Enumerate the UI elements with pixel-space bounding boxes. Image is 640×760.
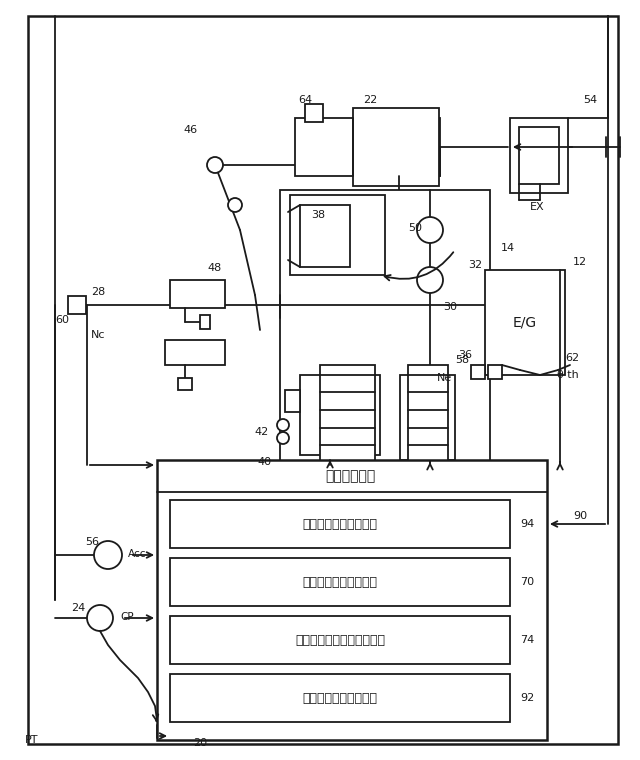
Text: ストローク位置判定部: ストローク位置判定部 bbox=[303, 575, 378, 588]
Text: 12: 12 bbox=[573, 257, 587, 267]
Text: 22: 22 bbox=[363, 95, 377, 105]
Text: PT: PT bbox=[25, 735, 39, 745]
Text: 38: 38 bbox=[311, 210, 325, 220]
Text: E/G: E/G bbox=[513, 316, 537, 330]
Text: ストローク進行方向判定部: ストローク進行方向判定部 bbox=[295, 634, 385, 647]
Bar bbox=[471, 365, 485, 379]
Text: 電子制御装置: 電子制御装置 bbox=[325, 469, 375, 483]
Text: 36: 36 bbox=[458, 350, 472, 360]
Text: 90: 90 bbox=[573, 511, 587, 521]
Text: 70: 70 bbox=[520, 577, 534, 587]
Text: 20: 20 bbox=[193, 738, 207, 748]
Text: 46: 46 bbox=[183, 125, 197, 135]
Bar bbox=[519, 127, 559, 184]
Text: 92: 92 bbox=[520, 693, 534, 703]
Text: Ne: Ne bbox=[437, 373, 452, 383]
Bar bbox=[170, 500, 510, 548]
Text: CP: CP bbox=[120, 612, 134, 622]
Text: EX: EX bbox=[530, 202, 544, 212]
Text: 50: 50 bbox=[408, 223, 422, 233]
Text: 94: 94 bbox=[520, 519, 534, 529]
Text: 56: 56 bbox=[85, 537, 99, 547]
Bar bbox=[488, 365, 502, 379]
Text: 14: 14 bbox=[501, 243, 515, 253]
Bar bbox=[170, 558, 510, 606]
Text: アクチュエータ制御部: アクチュエータ制御部 bbox=[303, 518, 378, 530]
Bar bbox=[170, 674, 510, 722]
Bar bbox=[157, 460, 547, 740]
Bar bbox=[295, 118, 440, 176]
Bar bbox=[285, 390, 300, 412]
Text: 42: 42 bbox=[255, 427, 269, 437]
Text: 58: 58 bbox=[455, 355, 469, 365]
Circle shape bbox=[87, 605, 113, 631]
Bar bbox=[353, 108, 439, 186]
Bar bbox=[485, 270, 565, 375]
Bar bbox=[200, 315, 210, 329]
Text: 48: 48 bbox=[208, 263, 222, 273]
Bar bbox=[408, 365, 448, 470]
Bar bbox=[300, 205, 350, 267]
Text: Acc: Acc bbox=[128, 549, 147, 559]
Bar bbox=[170, 616, 510, 664]
Bar bbox=[510, 118, 568, 193]
Bar bbox=[280, 190, 490, 465]
Bar bbox=[178, 378, 192, 390]
Bar bbox=[300, 375, 380, 455]
Text: 60: 60 bbox=[55, 315, 69, 325]
Bar bbox=[320, 365, 375, 465]
Text: 62: 62 bbox=[565, 353, 579, 363]
Text: 伝達トルク速度判定部: 伝達トルク速度判定部 bbox=[303, 692, 378, 705]
Bar bbox=[68, 296, 86, 314]
Text: 24: 24 bbox=[71, 603, 85, 613]
Circle shape bbox=[94, 541, 122, 569]
Text: 74: 74 bbox=[520, 635, 534, 645]
Text: θ th: θ th bbox=[557, 370, 579, 380]
Circle shape bbox=[417, 217, 443, 243]
Bar bbox=[165, 340, 225, 365]
Text: 28: 28 bbox=[91, 287, 105, 297]
Text: Nc: Nc bbox=[91, 330, 105, 340]
Bar bbox=[290, 195, 385, 275]
Bar bbox=[305, 104, 323, 122]
Bar bbox=[170, 280, 225, 308]
Circle shape bbox=[228, 198, 242, 212]
Circle shape bbox=[207, 157, 223, 173]
Text: 64: 64 bbox=[298, 95, 312, 105]
Text: 30: 30 bbox=[443, 302, 457, 312]
Circle shape bbox=[277, 419, 289, 431]
Bar bbox=[400, 375, 455, 460]
Circle shape bbox=[417, 267, 443, 293]
Circle shape bbox=[277, 432, 289, 444]
Text: 54: 54 bbox=[583, 95, 597, 105]
Text: 40: 40 bbox=[258, 457, 272, 467]
Text: 32: 32 bbox=[468, 260, 482, 270]
